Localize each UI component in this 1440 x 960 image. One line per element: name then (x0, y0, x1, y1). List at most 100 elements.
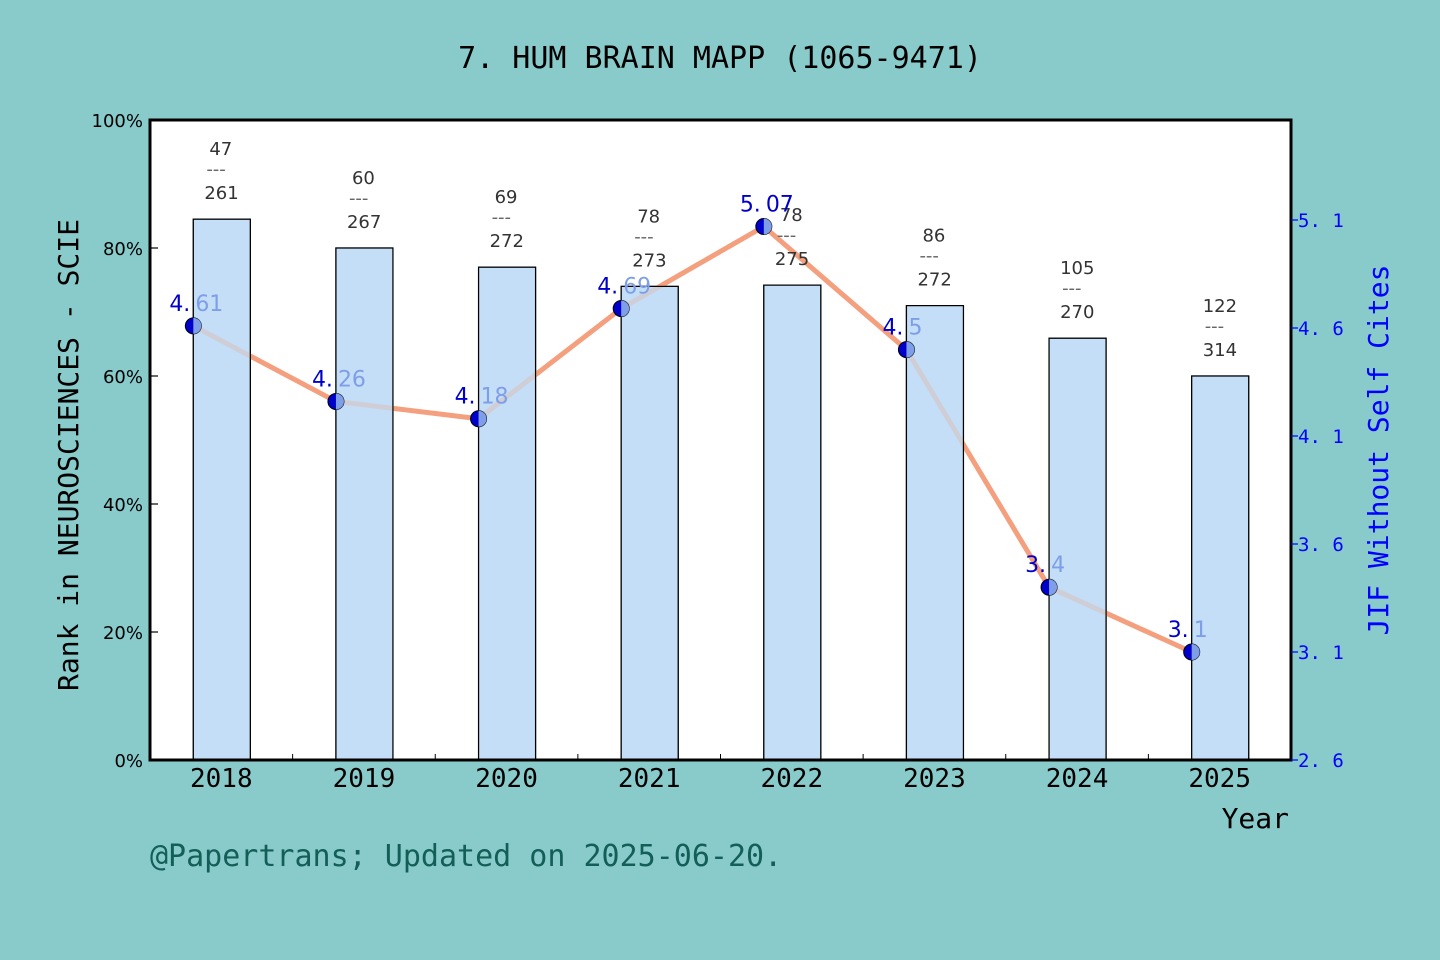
x-tick-label-2018: 2018 (190, 764, 253, 794)
rank-label-2025: 122--- 314 (1203, 296, 1237, 361)
svg-text:4.: 4. (597, 275, 618, 300)
right-tick-label: 2. 6 (1298, 750, 1344, 772)
jif-value-2023: 4. 5 (882, 316, 922, 341)
svg-text:26: 26 (338, 367, 366, 392)
svg-text:---: --- (492, 207, 512, 228)
line-markers (184, 217, 1201, 661)
svg-text:275: 275 (775, 249, 809, 270)
bar-overlay-2022 (763, 284, 822, 761)
marker-overlay (906, 341, 915, 358)
svg-text:4.: 4. (312, 367, 333, 392)
svg-text:---: --- (349, 188, 369, 209)
x-axis-label: Year (1222, 802, 1289, 835)
svg-text:86: 86 (922, 226, 945, 247)
bar-overlay-2023 (905, 305, 965, 761)
right-tick-label: 5. 1 (1298, 210, 1344, 232)
svg-text:122: 122 (1203, 296, 1237, 317)
marker-overlay (335, 393, 344, 410)
bar-overlay-2025 (1191, 375, 1250, 761)
rank-label-2023: 86--- 272 (917, 226, 951, 291)
marker-overlay (621, 300, 630, 317)
right-tick-label: 4. 6 (1298, 318, 1344, 340)
svg-text:---: --- (634, 226, 654, 247)
svg-text:4.: 4. (455, 385, 476, 410)
svg-text:273: 273 (632, 250, 666, 271)
svg-text:4: 4 (1051, 553, 1065, 578)
svg-text:61: 61 (195, 292, 223, 317)
left-tick-label: 0% (114, 751, 143, 772)
marker-overlay (193, 317, 202, 334)
svg-text:272: 272 (917, 270, 951, 291)
svg-text:78: 78 (780, 205, 803, 226)
bar-overlay-2018 (192, 218, 251, 761)
chart-title: 7. HUM BRAIN MAPP (1065-9471) (458, 41, 982, 76)
right-axis-label: JIF Without Self Cites (1362, 265, 1395, 636)
jif-value-2020: 4. 18 (455, 385, 509, 410)
left-tick-label: 80% (103, 239, 143, 260)
rank-label-2020: 69--- 272 (490, 187, 524, 252)
x-tick-label-2019: 2019 (333, 764, 396, 794)
svg-text:---: --- (1062, 278, 1082, 299)
bar-overlay-2019 (335, 247, 394, 761)
right-axis-ticks: 2. 6 3. 1 3. 6 4. 1 4. 6 5. 1 (1291, 210, 1344, 772)
value-labels: 4. 614. 264. 184. 695. 074. 53. 43. 1 (169, 192, 1207, 643)
svg-text:314: 314 (1203, 340, 1237, 361)
svg-text:---: --- (777, 225, 797, 246)
svg-text:5: 5 (908, 316, 922, 341)
rank-label-2024: 105--- 270 (1060, 258, 1094, 323)
left-tick-label: 60% (103, 367, 143, 388)
svg-text:4.: 4. (882, 316, 903, 341)
marker-overlay (763, 218, 772, 235)
x-tick-label-2025: 2025 (1188, 764, 1251, 794)
svg-text:69: 69 (495, 187, 518, 208)
bar-overlay (192, 218, 1250, 761)
svg-text:3.: 3. (1168, 618, 1189, 643)
jif-value-2022: 5. 07 (740, 192, 794, 217)
bar-overlay-2024 (1048, 337, 1107, 761)
marker-overlay (1191, 644, 1200, 660)
bar-overlay-2020 (477, 266, 537, 761)
x-tick-label-2022: 2022 (761, 764, 824, 794)
jif-value-2018: 4. 61 (169, 292, 223, 317)
svg-text:261: 261 (204, 183, 238, 204)
svg-text:3.: 3. (1025, 553, 1046, 578)
left-axis-ticks: 0% 20% 40% 60% 80% 100% (92, 111, 158, 772)
svg-text:---: --- (206, 159, 226, 180)
marker-overlay (478, 410, 487, 427)
svg-text:105: 105 (1060, 258, 1094, 279)
svg-text:18: 18 (481, 385, 509, 410)
svg-text:5.: 5. (740, 192, 761, 217)
x-tick-label-2021: 2021 (618, 764, 681, 794)
plot-area (150, 120, 1291, 760)
left-tick-label: 40% (103, 495, 143, 516)
rank-labels: 47---26160---26769---27278---27378---275… (204, 139, 1237, 361)
jif-value-2019: 4. 26 (312, 367, 366, 392)
svg-text:267: 267 (347, 212, 381, 233)
left-axis-label: Rank in NEUROSCIENCES - SCIE (52, 219, 85, 691)
right-tick-label: 3. 1 (1298, 642, 1344, 664)
x-tick-label-2024: 2024 (1046, 764, 1109, 794)
svg-text:07: 07 (766, 192, 794, 217)
svg-text:270: 270 (1060, 302, 1094, 323)
left-tick-label: 100% (92, 111, 143, 132)
svg-text:---: --- (919, 246, 939, 267)
svg-text:---: --- (1205, 316, 1225, 337)
svg-text:78: 78 (637, 206, 660, 227)
svg-text:4.: 4. (169, 292, 190, 317)
x-axis-ticks: 2018 2019 2020 2021 2022 2023 2024 2025 (190, 754, 1251, 794)
rank-label-2019: 60--- 267 (347, 168, 381, 233)
svg-text:60: 60 (352, 168, 375, 189)
rank-label-2022: 78--- 275 (775, 205, 809, 270)
svg-text:1: 1 (1194, 618, 1208, 643)
rank-label-2021: 78--- 273 (632, 206, 666, 271)
jif-value-2021: 4. 69 (597, 275, 651, 300)
svg-text:272: 272 (490, 231, 524, 252)
svg-text:47: 47 (209, 139, 232, 160)
right-tick-label: 4. 1 (1298, 426, 1344, 448)
jif-value-2025: 3. 1 (1168, 618, 1208, 643)
jif-value-2024: 3. 4 (1025, 553, 1065, 578)
bar-overlay-2021 (620, 285, 679, 761)
x-tick-label-2020: 2020 (475, 764, 538, 794)
marker-overlay (1049, 579, 1058, 596)
